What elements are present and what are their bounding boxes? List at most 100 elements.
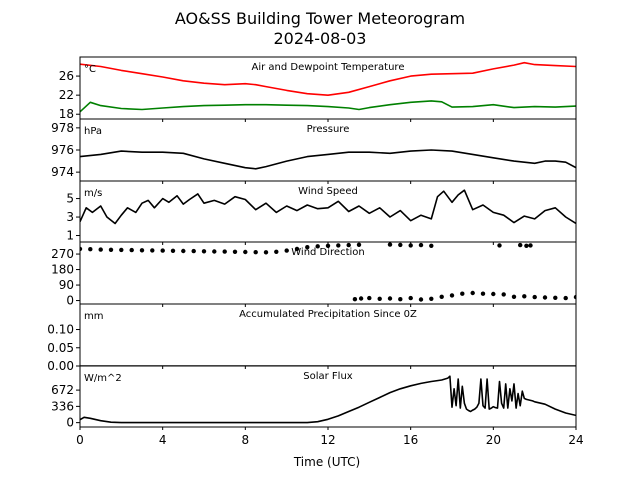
y-tick-label: 974 xyxy=(51,165,74,179)
wind-direction-point xyxy=(460,291,465,296)
panel-series-group xyxy=(80,242,576,302)
wind-direction-point xyxy=(480,291,486,296)
wind-direction-point xyxy=(108,247,114,252)
y-tick-label: 0 xyxy=(66,416,74,430)
y-tick-label: 22 xyxy=(59,88,74,102)
wind-direction-point xyxy=(325,243,331,248)
y-tick-label: 0.05 xyxy=(47,341,74,355)
wind-direction-point xyxy=(274,249,279,254)
y-tick-label: 336 xyxy=(51,399,74,413)
wind-direction-point xyxy=(129,247,134,253)
x-tick-label: 20 xyxy=(486,433,501,447)
wind-direction-point xyxy=(418,297,424,302)
wind-direction-point xyxy=(553,295,558,300)
wind-direction-point xyxy=(387,296,393,301)
wind-direction-point xyxy=(511,294,517,299)
panel-6: 0 336 672 Solar Flux W/m^2 xyxy=(51,365,577,430)
wind-direction-point xyxy=(201,249,207,254)
panel-title: Solar Flux xyxy=(303,371,353,382)
y-tick-label: 976 xyxy=(51,143,74,157)
wind-direction-point xyxy=(573,294,576,300)
y-tick-label: 3 xyxy=(66,210,74,224)
wind-direction-point xyxy=(491,291,496,297)
wind-direction-point xyxy=(80,246,83,252)
panel-title: Air and Dewpoint Temperature xyxy=(252,62,405,73)
panel-unit-label: m/s xyxy=(84,188,102,199)
wind-direction-point xyxy=(232,249,238,254)
figure-title-line2: 2024-08-03 xyxy=(274,29,367,48)
series-line-1 xyxy=(80,189,576,225)
wind-direction-point xyxy=(418,242,424,248)
wind-direction-point xyxy=(243,249,248,255)
wind-direction-point xyxy=(532,294,537,300)
wind-direction-point xyxy=(119,247,124,253)
panel-1: 18 22 26 Air and Dewpoint Temperature °C xyxy=(59,56,577,122)
wind-direction-point xyxy=(528,243,533,248)
wind-direction-point xyxy=(352,297,358,302)
panel-series-group xyxy=(80,149,576,170)
wind-direction-point xyxy=(170,248,176,253)
wind-direction-point xyxy=(429,243,434,248)
y-tick-label: 0 xyxy=(66,294,74,308)
x-tick-label: 12 xyxy=(320,433,335,447)
y-tick-label: 90 xyxy=(59,278,74,292)
wind-direction-point xyxy=(263,250,269,255)
wind-direction-point xyxy=(212,249,217,254)
y-tick-label: 180 xyxy=(51,263,74,277)
series-line-1 xyxy=(80,149,576,170)
y-tick-label: 672 xyxy=(51,383,74,397)
x-tick-label: 24 xyxy=(568,433,583,447)
wind-direction-point xyxy=(191,248,196,254)
wind-direction-point xyxy=(253,250,258,255)
wind-direction-point xyxy=(139,248,145,253)
x-axis-label: Time (UTC) xyxy=(293,455,360,469)
wind-direction-point xyxy=(181,248,186,254)
wind-direction-point xyxy=(358,296,364,301)
x-tick-label: 8 xyxy=(242,433,250,447)
panel-title: Wind Speed xyxy=(298,186,358,197)
panel-title: Pressure xyxy=(307,124,350,135)
panel-series-group xyxy=(80,375,576,424)
wind-direction-point xyxy=(449,293,455,298)
panel-title: Accumulated Precipitation Since 0Z xyxy=(239,309,417,320)
y-tick-label: 0.10 xyxy=(47,323,74,337)
y-tick-label: 1 xyxy=(66,229,74,243)
wind-direction-point xyxy=(524,243,529,248)
wind-direction-point xyxy=(346,242,351,248)
panel-unit-label: mm xyxy=(84,311,103,322)
wind-direction-point xyxy=(377,296,382,301)
series-line-1 xyxy=(80,375,576,424)
wind-direction-point xyxy=(315,244,320,249)
wind-direction-point xyxy=(497,243,502,248)
wind-direction-point xyxy=(398,242,403,248)
panel-unit-label: hPa xyxy=(84,126,102,137)
wind-direction-point xyxy=(336,243,341,248)
wind-direction-point xyxy=(518,242,523,248)
wind-direction-point xyxy=(501,292,506,297)
wind-direction-point xyxy=(367,295,372,301)
wind-direction-point xyxy=(522,294,527,299)
y-tick-label: 26 xyxy=(59,69,74,83)
wind-direction-point xyxy=(222,249,227,254)
wind-direction-point xyxy=(150,248,155,253)
y-tick-label: 270 xyxy=(51,247,74,261)
time-axis: 0 4 8 12 16 20 24 xyxy=(76,433,583,447)
wind-direction-point xyxy=(470,290,475,296)
y-tick-label: 0.00 xyxy=(47,359,74,373)
wind-direction-point xyxy=(542,295,548,300)
wind-direction-point xyxy=(408,295,413,301)
wind-direction-point xyxy=(398,297,403,302)
wind-direction-point xyxy=(387,242,393,247)
x-tick-label: 0 xyxy=(76,433,84,447)
wind-direction-point xyxy=(305,245,310,250)
series-line-1 xyxy=(80,61,576,96)
y-tick-label: 5 xyxy=(66,192,74,206)
panel-series-group xyxy=(80,61,576,113)
y-tick-label: 978 xyxy=(51,121,74,135)
panel-series-group xyxy=(80,189,576,225)
panel-title: Wind Direction xyxy=(291,247,365,258)
panels-group: 18 22 26 Air and Dewpoint Temperature °C 974 9… xyxy=(47,56,577,430)
wind-direction-point xyxy=(160,248,165,253)
